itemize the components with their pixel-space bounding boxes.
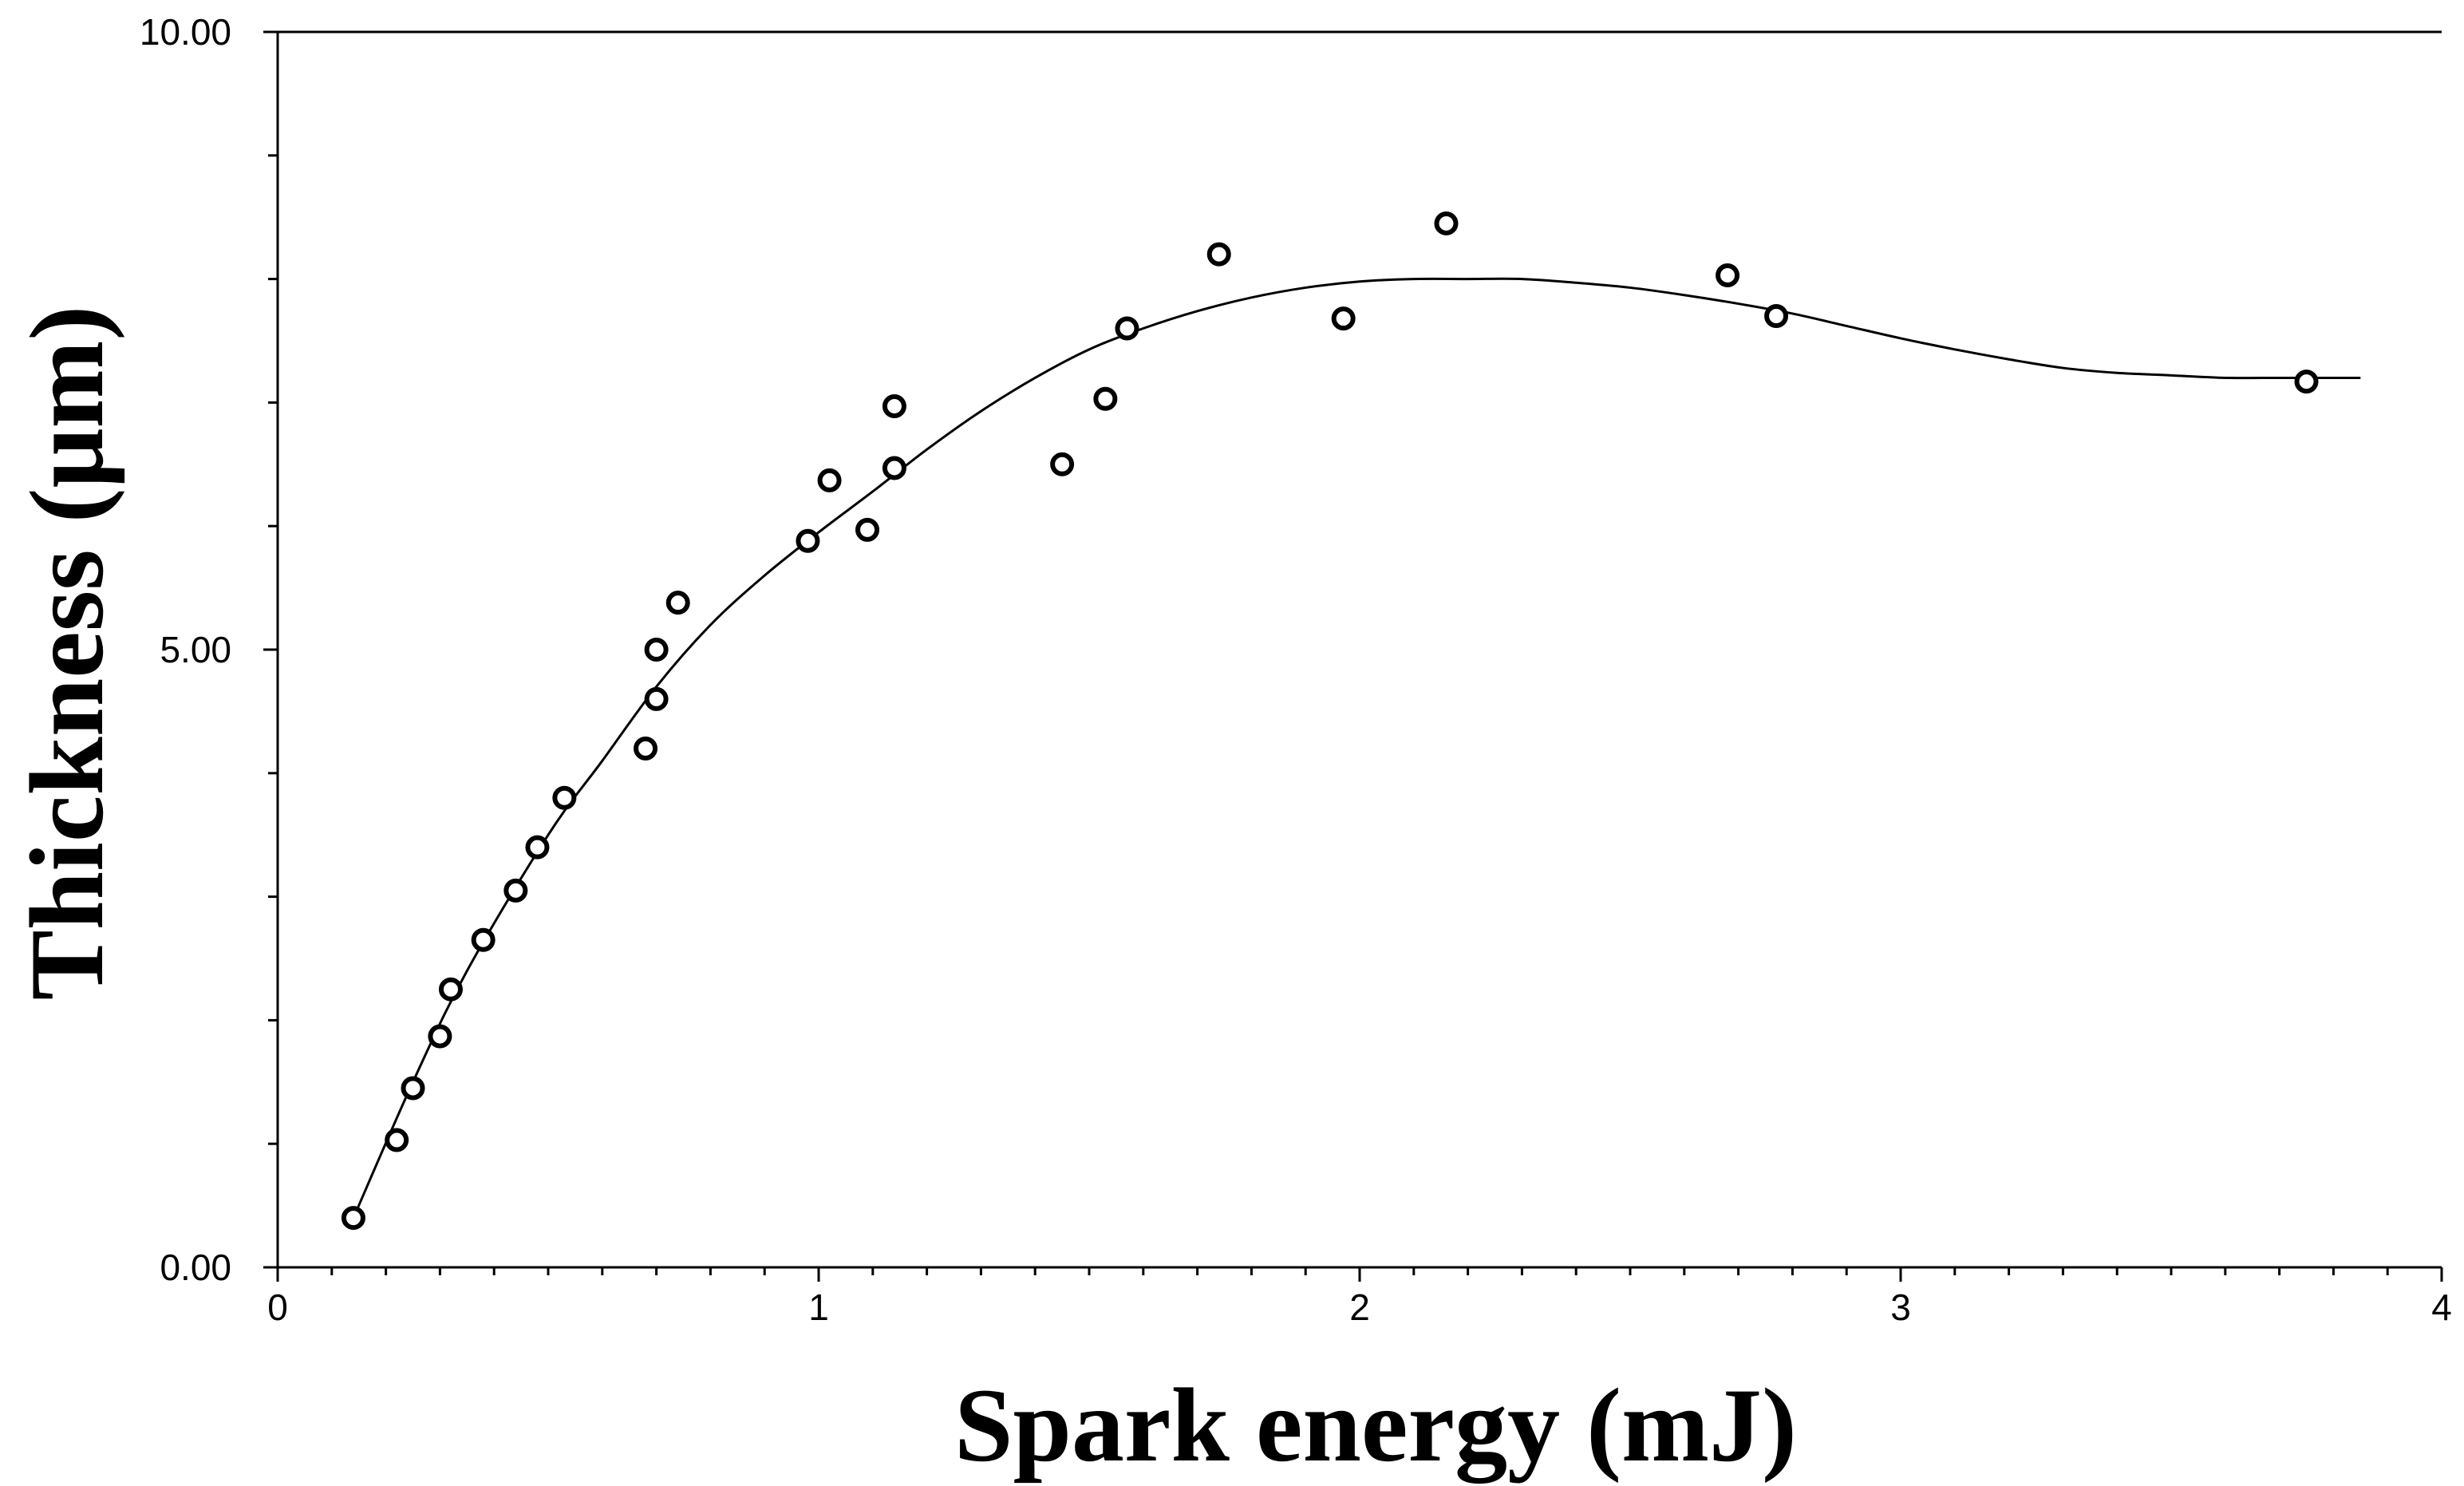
data-point xyxy=(817,468,842,492)
data-point xyxy=(1434,211,1459,235)
y-tick-label: 5.00 xyxy=(160,629,231,670)
axes xyxy=(276,30,2442,1269)
data-point xyxy=(1764,304,1789,329)
data-point xyxy=(428,1024,452,1049)
x-tick-label: 2 xyxy=(1349,1286,1370,1328)
x-tick-label: 3 xyxy=(1890,1286,1911,1328)
data-point xyxy=(882,394,906,419)
data-point xyxy=(341,1206,365,1231)
data-point xyxy=(644,686,669,711)
data-point xyxy=(525,835,550,860)
x-tick-label: 0 xyxy=(267,1286,288,1328)
data-point xyxy=(796,528,820,553)
y-tick-label: 0.00 xyxy=(160,1247,231,1288)
data-point xyxy=(1716,263,1740,287)
data-point xyxy=(665,591,690,615)
data-point xyxy=(1093,386,1118,411)
y-axis-title: Thickness (μm) xyxy=(8,306,125,1001)
data-point xyxy=(385,1128,409,1152)
data-point xyxy=(552,785,577,810)
x-tick-label: 1 xyxy=(808,1286,829,1328)
data-point xyxy=(1115,316,1139,341)
data-point xyxy=(1331,306,1356,331)
x-axis-title: Spark energy (mJ) xyxy=(954,1366,1797,1484)
points xyxy=(341,211,2319,1231)
data-point xyxy=(438,977,463,1002)
y-tick-label: 10.00 xyxy=(140,11,231,53)
data-point xyxy=(634,736,658,761)
data-point xyxy=(644,638,669,662)
data-point xyxy=(882,456,906,480)
data-point xyxy=(503,878,528,903)
data-point xyxy=(2294,370,2319,394)
data-point xyxy=(1206,242,1231,267)
ticks xyxy=(263,30,2443,1282)
data-point xyxy=(401,1076,425,1101)
data-point xyxy=(1050,452,1075,476)
x-tick-label: 4 xyxy=(2431,1286,2452,1328)
data-point xyxy=(855,517,880,542)
tick-labels: 0 1 2 3 4 0.00 5.00 10.00 xyxy=(140,11,2452,1328)
data-point xyxy=(471,927,496,952)
